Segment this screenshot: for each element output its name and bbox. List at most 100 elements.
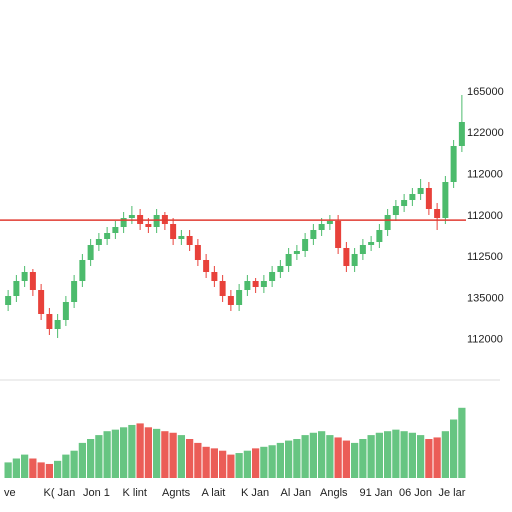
volume-bar [219, 450, 227, 478]
candle-body [54, 320, 61, 329]
volume-bar [128, 424, 136, 478]
candle-body [62, 302, 69, 320]
volume-bar [12, 458, 20, 478]
candle-body [434, 209, 441, 218]
volume-bar [425, 439, 433, 478]
volume-bar [95, 435, 103, 478]
candle-body [376, 230, 383, 242]
volume-bar [111, 429, 119, 478]
volume-bar [169, 432, 177, 478]
candle-body [425, 188, 432, 209]
candle-body [252, 281, 259, 287]
volume-bar [70, 450, 78, 478]
volume-bar [417, 435, 425, 478]
volume-bar [326, 435, 334, 478]
candle-body [21, 272, 28, 281]
x-axis-label: K( Jan [44, 487, 76, 499]
volume-bar [334, 437, 342, 478]
volume-bar [177, 435, 185, 478]
candle-body [186, 236, 193, 245]
y-axis-label: 112000 [467, 334, 503, 346]
volume-bar [375, 432, 383, 478]
y-axis-label: 165000 [467, 86, 504, 98]
candle-body [46, 314, 53, 329]
y-axis-label: 122000 [467, 127, 504, 139]
candle-body [335, 221, 342, 248]
volume-bar [103, 431, 111, 478]
candle-body [95, 239, 102, 245]
volume-bar [252, 448, 260, 478]
volume-bar [392, 429, 400, 478]
candle-body [87, 245, 94, 260]
volume-bar [384, 431, 392, 478]
volume-bar [4, 462, 12, 478]
volume-bar [342, 440, 350, 478]
volume-bar [359, 439, 367, 478]
candle-body [285, 254, 292, 266]
volume-bar [194, 442, 202, 478]
candle-body [417, 188, 424, 194]
candle-body [227, 296, 234, 305]
x-axis-label: Al Jan [281, 487, 312, 499]
volume-bar [153, 428, 161, 478]
volume-bar [227, 454, 235, 478]
volume-bar [120, 427, 128, 478]
volume-bar [276, 442, 284, 478]
candle-body [302, 239, 309, 251]
candle-body [277, 266, 284, 272]
x-axis-label: Je lar [439, 487, 466, 499]
x-axis-label: Jon 1 [83, 487, 110, 499]
candle-body [392, 206, 399, 215]
candle-body [104, 233, 111, 239]
x-axis-label: K lint [123, 487, 147, 499]
candle-body [351, 254, 358, 266]
candle-body [236, 290, 243, 305]
volume-bar [441, 431, 449, 478]
candle-body [194, 245, 201, 260]
volume-bar [458, 407, 466, 478]
candle-body [145, 224, 152, 227]
candle-body [293, 251, 300, 254]
volume-bar [260, 446, 268, 478]
volume-bar [268, 445, 276, 478]
volume-bar [235, 453, 243, 478]
candle-body [260, 281, 267, 287]
y-axis-label: 112000 [467, 210, 503, 222]
volume-bar [400, 431, 408, 478]
y-axis-label: 135000 [467, 292, 504, 304]
candle-body [153, 215, 160, 227]
candle-body [112, 227, 119, 233]
candle-body [71, 281, 78, 302]
volume-bar [202, 446, 210, 478]
x-axis-label: K Jan [241, 487, 269, 499]
candle-body [368, 242, 375, 245]
volume-bar [144, 427, 152, 478]
candle-body [79, 260, 86, 281]
volume-bar [450, 419, 458, 478]
volume-bar [301, 435, 309, 478]
x-axis-label: 06 Jon [399, 487, 432, 499]
candle-body [318, 224, 325, 230]
candle-body [244, 281, 251, 290]
volume-bar [433, 437, 441, 478]
candle-body [13, 281, 20, 296]
volume-bar [285, 440, 293, 478]
volume-bar [293, 439, 301, 478]
volume-bar [45, 463, 53, 478]
candle-body [409, 194, 416, 200]
candle-body [203, 260, 210, 272]
candle-body [178, 236, 185, 239]
candle-body [211, 272, 218, 281]
volume-bar [161, 431, 169, 478]
volume-bar [351, 442, 359, 478]
candle-body [128, 215, 135, 218]
x-axis-label: A lait [202, 487, 226, 499]
volume-bar [367, 435, 375, 478]
volume-bar [318, 431, 326, 478]
candle-body [401, 200, 408, 206]
candle-body [38, 290, 45, 314]
candle-body [5, 296, 12, 305]
candle-body [120, 218, 127, 227]
